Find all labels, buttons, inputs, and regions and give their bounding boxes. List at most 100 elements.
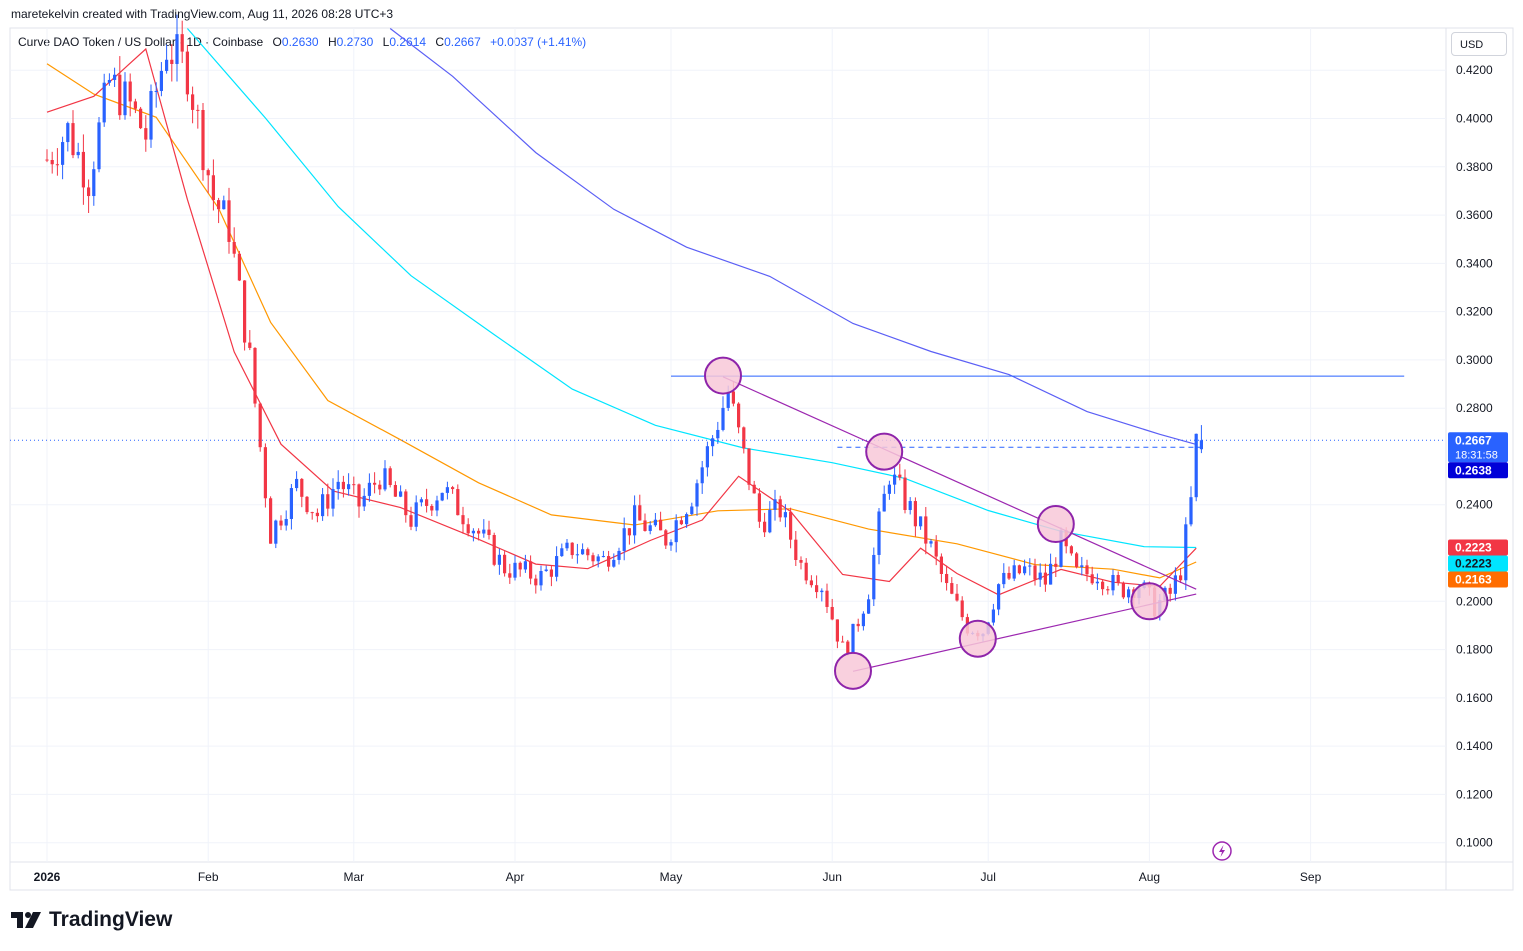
candle [243,280,247,351]
candle-body [445,487,449,493]
price-tick-label: 0.1800 [1456,643,1493,657]
candle [804,558,808,585]
candle [1085,559,1089,582]
candle-body [612,559,616,567]
candle-body [877,511,881,555]
candle-body [185,51,189,95]
candle-body [955,593,959,601]
candle [1137,583,1141,605]
candle-body [1153,587,1157,617]
candle [1111,569,1115,596]
candle [950,577,954,595]
price-tick-label: 0.1600 [1456,691,1493,705]
candle [185,44,189,102]
candle [321,487,325,521]
candle-body [81,151,85,188]
candle [222,195,226,210]
candle-body [1033,565,1037,580]
candle-body [711,438,715,447]
candle-body [1111,574,1115,591]
candle [534,574,538,594]
candle-body [263,447,267,499]
candle [518,561,522,577]
candle-body [872,554,876,600]
candle [1028,558,1032,576]
candle [471,528,475,542]
candle [310,511,314,520]
candle [783,504,787,528]
price-tick-label: 0.1000 [1456,836,1493,850]
candle-body [659,519,663,531]
candle [700,460,704,494]
candle [674,514,678,553]
candle-body [482,529,486,534]
time-tick-label: Feb [198,870,219,884]
candle-body [794,539,798,561]
candle [367,473,371,502]
candle [409,506,413,531]
price-badge-label: 0.2223 [1455,556,1492,570]
candle-body [1064,530,1068,547]
candle [825,583,829,614]
pivot-marker [704,356,742,395]
candle [357,483,361,518]
time-tick-label: Sep [1300,870,1322,884]
price-badge: 0.2667 18:31:58 [1448,432,1508,463]
price-tick-label: 0.4200 [1456,63,1493,77]
price-tick-label: 0.2000 [1456,594,1493,608]
candle-body [1075,553,1079,568]
candle-body [1090,574,1094,584]
candle-body [596,556,600,562]
candle [981,632,985,643]
candle-body [326,494,330,509]
candle [1038,563,1042,587]
candle-body [425,499,429,506]
moving-averages [46,28,1197,596]
candle-body [903,477,907,510]
candle [924,506,928,555]
price-badge-bg [1448,432,1508,463]
candle [955,584,959,602]
candle-body [1158,600,1162,617]
pivot-marker [834,651,872,690]
lightning-icon[interactable] [1212,841,1232,861]
candles [45,14,1203,656]
candle [549,565,553,587]
candle [66,121,70,152]
candle [253,347,257,408]
tradingview-logo[interactable]: TradingView [11,908,172,932]
candle-body [1179,575,1183,581]
candle [799,556,803,570]
candle-body [284,518,288,526]
price-badge-label: 0.2638 [1455,463,1492,477]
time-tick-label: Jul [981,870,996,884]
candle-body [1043,572,1047,585]
candle [721,396,725,432]
candle [945,565,949,591]
candle [523,554,527,573]
candle-body [1085,565,1089,575]
candle [575,543,579,564]
candle-body [71,123,75,156]
candle [711,435,715,457]
candle [50,151,54,174]
candle-body [747,448,751,485]
candle-body [737,403,741,428]
candle-body [149,90,153,140]
candle [237,250,241,282]
price-badge-bg [1448,539,1508,556]
candle [326,483,330,517]
candle [898,463,902,481]
candle-body [1184,524,1188,581]
candle-body [648,525,652,531]
symbol-title[interactable]: Curve DAO Token / US Dollar · 1D · Coinb… [18,35,264,49]
candle-body [404,491,408,516]
candle-body [669,542,673,546]
candle-body [227,200,231,242]
candle-body [144,128,148,140]
candle [497,548,501,575]
candle-body [1121,582,1125,598]
currency-button[interactable]: USD [1451,32,1507,56]
candle-body [487,529,491,536]
